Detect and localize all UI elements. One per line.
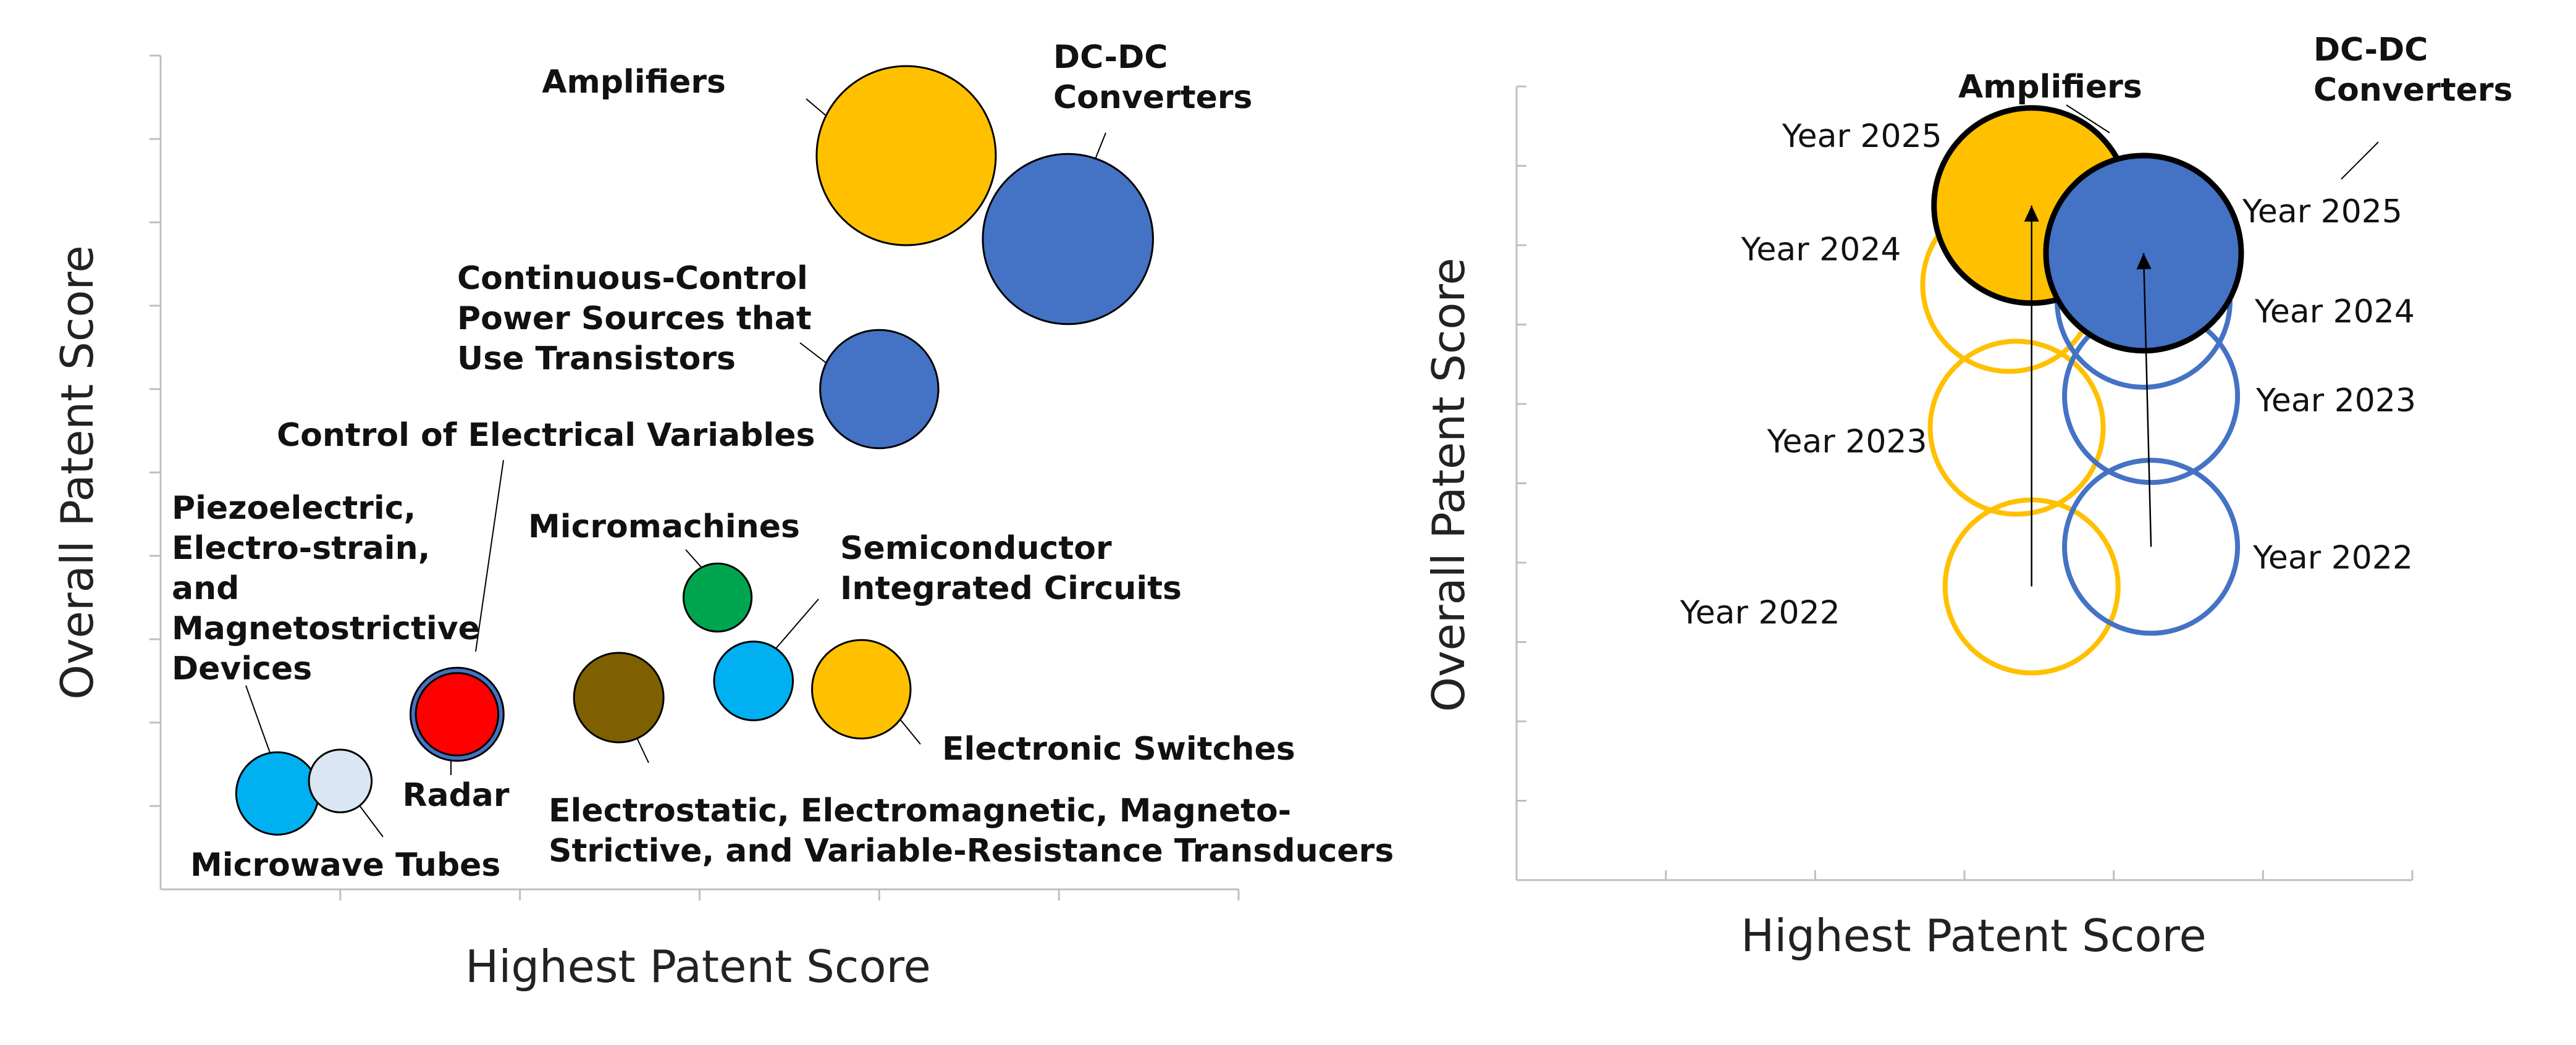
bubble-microwave-tubes — [308, 749, 373, 813]
bubble-continuous-control-power-sources-that-use-transistors — [819, 329, 940, 450]
arrowhead-amplifiers — [2024, 205, 2039, 222]
label-dc-dc-converters: DC-DC Converters — [2313, 31, 2512, 109]
bubble-radar — [415, 672, 500, 757]
left-y-axis-title: Overall Patent Score — [51, 245, 103, 699]
year-label-dc-dc-converters-year-2023: Year 2023 — [2255, 382, 2416, 419]
label-line: and — [172, 570, 239, 607]
label-line: Electronic Switches — [942, 731, 1295, 768]
label-amplifiers: Amplifiers — [1958, 69, 2142, 106]
label-line: Amplifiers — [542, 64, 726, 101]
right-labels: Year 2022 Year 2023 Year 2024 Year 2025 Year… — [1680, 31, 2513, 632]
year-label-amplifiers-year-2023: Year 2023 — [1767, 424, 1927, 461]
label-line: Control of Electrical Variables — [277, 417, 815, 454]
label-line: Continuous-Control — [457, 260, 808, 297]
label-electronic-switches: Electronic Switches — [942, 731, 1295, 768]
label-radar: Radar — [402, 777, 509, 814]
right-y-axis-title: Overall Patent Score — [1423, 258, 1475, 711]
label-line: Piezoelectric, — [172, 490, 416, 527]
label-line: Power Sources that — [457, 300, 812, 337]
leader-line-dc-dc-converters — [2341, 141, 2379, 180]
ring-dc-dc-converters-year-2022 — [2062, 458, 2241, 636]
label-line: Strictive, and Variable-Resistance Trans… — [549, 833, 1394, 870]
leader-line-amplifiers — [2066, 104, 2110, 133]
left-bubbles — [235, 65, 1154, 836]
label-amplifiers: Amplifiers — [542, 64, 726, 101]
year-label-dc-dc-converters-year-2024: Year 2024 — [2254, 293, 2415, 330]
left-bubble-chart: Highest Patent Score Overall Patent Scor… — [51, 39, 1394, 993]
bubble-electronic-switches — [811, 639, 912, 740]
label-line: Use Transistors — [457, 340, 736, 377]
bubble-electrostatic-electromagnetic-magneto-strictive-and-variable-resistance-transducers — [573, 652, 665, 744]
bubble-dc-dc-converters — [982, 153, 1154, 325]
label-line: Devices — [172, 650, 312, 687]
bubble-micromachines — [682, 562, 753, 633]
leader-line-control-of-electrical-variables — [475, 460, 504, 652]
label-line: Electrostatic, Electromagnetic, Magneto- — [549, 792, 1291, 829]
bubble-piezoelectric-electro-strain-and-magnetostrictive-devices — [235, 751, 320, 836]
label-line: Radar — [402, 777, 509, 814]
year-label-dc-dc-converters-year-2022: Year 2022 — [2252, 539, 2413, 576]
label-dc-dc-converters: DC-DC Converters — [1053, 39, 1252, 116]
label-microwave-tubes: Microwave Tubes — [190, 847, 500, 884]
right-x-axis-title: Highest Patent Score — [1741, 910, 2207, 962]
right-trend-arrows — [2024, 205, 2152, 587]
right-bubble-chart: Highest Patent Score Overall Patent Scor… — [1423, 31, 2512, 962]
label-piezoelectric-electro-strain-and-magnetostrictive-devices: Piezoelectric, Electro-strain, and Magnetos… — [172, 490, 480, 687]
label-line: DC-DC — [2313, 31, 2428, 69]
label-semiconductor-integrated-circuits: Semiconductor Integrated Circuits — [840, 530, 1182, 607]
bubble-amplifiers — [815, 65, 997, 246]
label-line: Integrated Circuits — [840, 570, 1182, 607]
year-label-amplifiers-year-2022: Year 2022 — [1680, 595, 1840, 632]
label-electrostatic-electromagnetic-magneto-strictive-and-variable-resistance-transducers: Electrostatic, Electromagnetic, Magneto-… — [549, 792, 1394, 870]
label-continuous-control-power-sources-that-use-transistors: Continuous-Control Power Sources that Use … — [457, 260, 812, 377]
trend-line-dc-dc-converters — [2142, 253, 2152, 547]
year-label-amplifiers-year-2024: Year 2024 — [1741, 231, 1901, 268]
ring-amplifiers-year-2023 — [1927, 338, 2106, 517]
label-line: Converters — [2313, 72, 2512, 109]
label-line: Micromachines — [528, 508, 800, 545]
label-control-of-electrical-variables: Control of Electrical Variables — [277, 417, 815, 454]
label-line: Electro-strain, — [172, 530, 430, 567]
label-line: Converters — [1053, 79, 1252, 116]
label-line: Magnetostrictive — [172, 610, 480, 647]
label-line: Amplifiers — [1958, 69, 2142, 106]
left-axes — [149, 54, 1240, 900]
arrowhead-dc-dc-converters — [2136, 253, 2152, 270]
right-axes — [1515, 85, 2414, 881]
left-x-axis-title: Highest Patent Score — [465, 941, 931, 993]
left-labels: Amplifiers DC-DC Converters Continuous-Cont… — [172, 39, 1394, 884]
label-micromachines: Micromachines — [528, 508, 800, 545]
right-2025-bubbles — [1931, 105, 2244, 354]
label-line: Semiconductor — [840, 530, 1112, 567]
year-label-dc-dc-converters-year-2025: Year 2025 — [2242, 193, 2402, 230]
bubble-semiconductor-integrated-circuits — [713, 640, 794, 721]
label-line: DC-DC — [1053, 39, 1168, 76]
year-label-amplifiers-year-2025: Year 2025 — [1782, 118, 1942, 155]
bubble-dc-dc-converters-year-2025 — [2043, 153, 2244, 354]
label-line: Microwave Tubes — [190, 847, 500, 884]
